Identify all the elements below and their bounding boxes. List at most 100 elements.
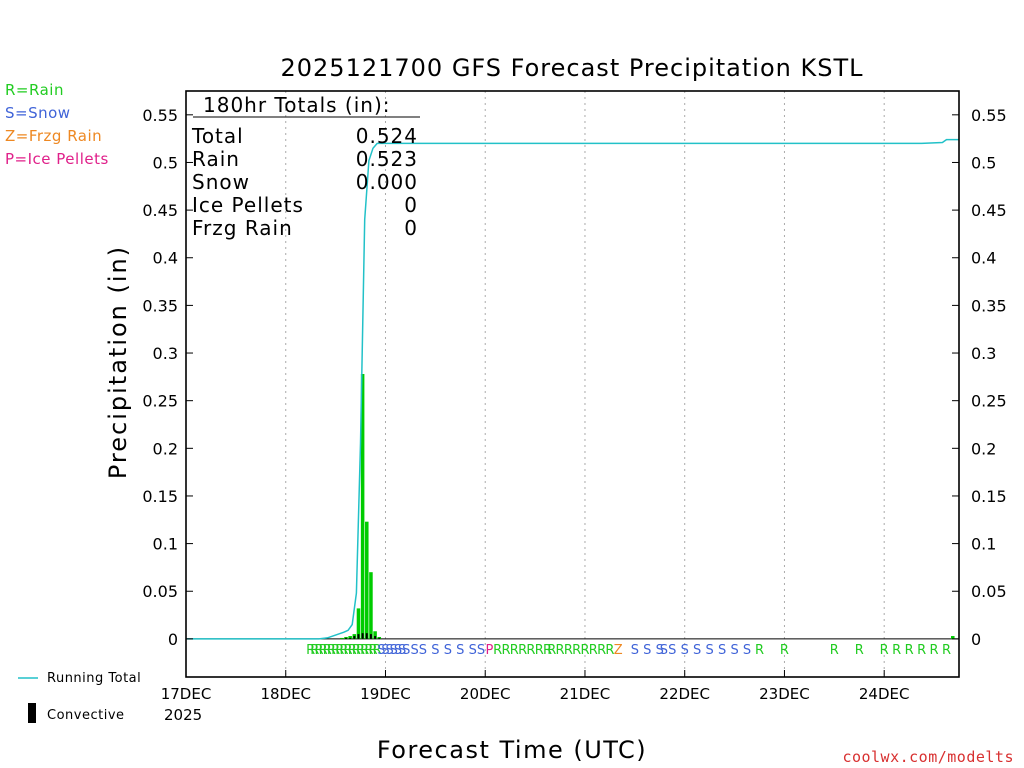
convective-legend-swatch (28, 703, 36, 723)
ptype-marker: S (693, 643, 701, 658)
y-tick-label: 0.55 (142, 106, 178, 125)
x-tick-label: 17DEC (161, 685, 212, 703)
credit-text: coolwx.com/modelts (842, 748, 1014, 766)
ptype-marker: R (314, 643, 323, 658)
precip-bar (373, 631, 377, 639)
ptype-marker: R (331, 643, 340, 658)
grid-lines (186, 91, 959, 677)
ptype-marker: R (892, 643, 901, 658)
ptype-marker: S (456, 643, 464, 658)
legend-snow: S=Snow (5, 104, 71, 122)
ptype-marker: R (543, 643, 552, 658)
ptype-marker: S (718, 643, 726, 658)
precip-bars (340, 373, 955, 639)
convective-bar (349, 637, 352, 639)
y-tick-label: 0.2 (971, 439, 996, 458)
ptype-marker: R (344, 643, 353, 658)
ptype-marker: R (572, 643, 581, 658)
ptype-marker: S (631, 643, 639, 658)
legend-rain: R=Rain (5, 81, 64, 99)
ptype-marker: R (339, 643, 348, 658)
running-total-line (186, 138, 959, 640)
ptype-marker: R (518, 643, 527, 658)
ptype-marker: S (419, 643, 427, 658)
ptype-marker: S (469, 643, 477, 658)
ptype-marker: R (547, 643, 556, 658)
ptype-marker: R (905, 643, 914, 658)
totals-header: 180hr Totals (in): (203, 93, 391, 117)
precip-bar (356, 608, 361, 639)
y-tick-label: 0.25 (142, 392, 178, 411)
ptype-marker: R (535, 643, 544, 658)
x-axis-ticks: 17DEC 2025 18DEC 19DEC 20DEC 21DEC 22DEC 23DEC 2… (161, 670, 910, 724)
y-tick-label: 0.35 (971, 296, 1007, 315)
ptype-marker: R (319, 643, 328, 658)
precip-bar (360, 373, 365, 639)
convective-legend-label: Convective (47, 708, 125, 723)
ptype-marker: R (830, 643, 839, 658)
ptype-marker: S (381, 643, 389, 658)
ptype-marker: S (706, 643, 714, 658)
ptype-marker: R (526, 643, 535, 658)
y-tick-label: 0.45 (971, 201, 1007, 220)
running-total-legend-label: Running Total (47, 671, 141, 686)
y-tick-label: 0 (971, 630, 981, 649)
legend-ice-pellets: P=Ice Pellets (5, 150, 109, 168)
convective-bar (345, 637, 347, 639)
y-tick-label: 0.1 (153, 535, 178, 554)
totals-row-value: 0 (404, 193, 418, 217)
totals-box: 180hr Totals (in): Total 0.524 Rain 0.52… (191, 93, 420, 240)
convective-bars (345, 633, 381, 639)
x-tick-label: 21DEC (560, 685, 611, 703)
ptype-marker: R (368, 643, 377, 658)
y-axis-label: Precipitation (in) (104, 245, 132, 479)
y-tick-label: 0.45 (142, 201, 178, 220)
ptype-marker: R (327, 643, 336, 658)
ptype-marker: R (917, 643, 926, 658)
ptype-marker: R (780, 643, 789, 658)
y-tick-label: 0.4 (971, 249, 996, 268)
ptype-marker: S (410, 643, 418, 658)
precip-bar (340, 637, 344, 639)
ptype-marker: R (364, 643, 373, 658)
ptype-marker: P (485, 643, 493, 658)
y-tick-label: 0.5 (153, 153, 178, 172)
x-tick-label: 24DEC (859, 685, 910, 703)
convective-bar (378, 637, 381, 639)
convective-bar (357, 634, 360, 639)
ptype-marker: R (564, 643, 573, 658)
ptype-marker: R (352, 643, 361, 658)
ptype-marker: R (580, 643, 589, 658)
ptype-marker: S (394, 643, 402, 658)
ptype-marker: S (681, 643, 689, 658)
totals-row-label: Ice Pellets (192, 193, 304, 217)
ptype-marker: S (477, 643, 485, 658)
ptype-marker: S (730, 643, 738, 658)
totals-row-value: 0 (404, 216, 418, 240)
ptype-marker: S (402, 643, 410, 658)
ptype-marker: R (501, 643, 510, 658)
x-tick-label: 18DEC (260, 685, 311, 703)
x-tick-label: 19DEC (360, 685, 411, 703)
ptype-marker: S (656, 643, 664, 658)
ptype-marker: R (360, 643, 369, 658)
ptype-marker: R (942, 643, 951, 658)
x-tick-label: 20DEC (460, 685, 511, 703)
ptype-marker: R (310, 643, 319, 658)
ptype-marker: R (335, 643, 344, 658)
y-tick-label: 0.15 (971, 487, 1007, 506)
ptype-marker: R (510, 643, 519, 658)
ptype-marker: R (323, 643, 332, 658)
totals-row-label: Total (191, 124, 244, 148)
ptype-marker: S (398, 643, 406, 658)
y-tick-label: 0.4 (153, 249, 178, 268)
y-tick-label: 0.15 (142, 487, 178, 506)
y-tick-label: 0.25 (971, 392, 1007, 411)
ptype-marker: S (668, 643, 676, 658)
totals-row-label: Rain (192, 147, 240, 171)
totals-row-value: 0.000 (356, 170, 418, 194)
ptype-marker: R (356, 643, 365, 658)
ptype-marker: R (597, 643, 606, 658)
